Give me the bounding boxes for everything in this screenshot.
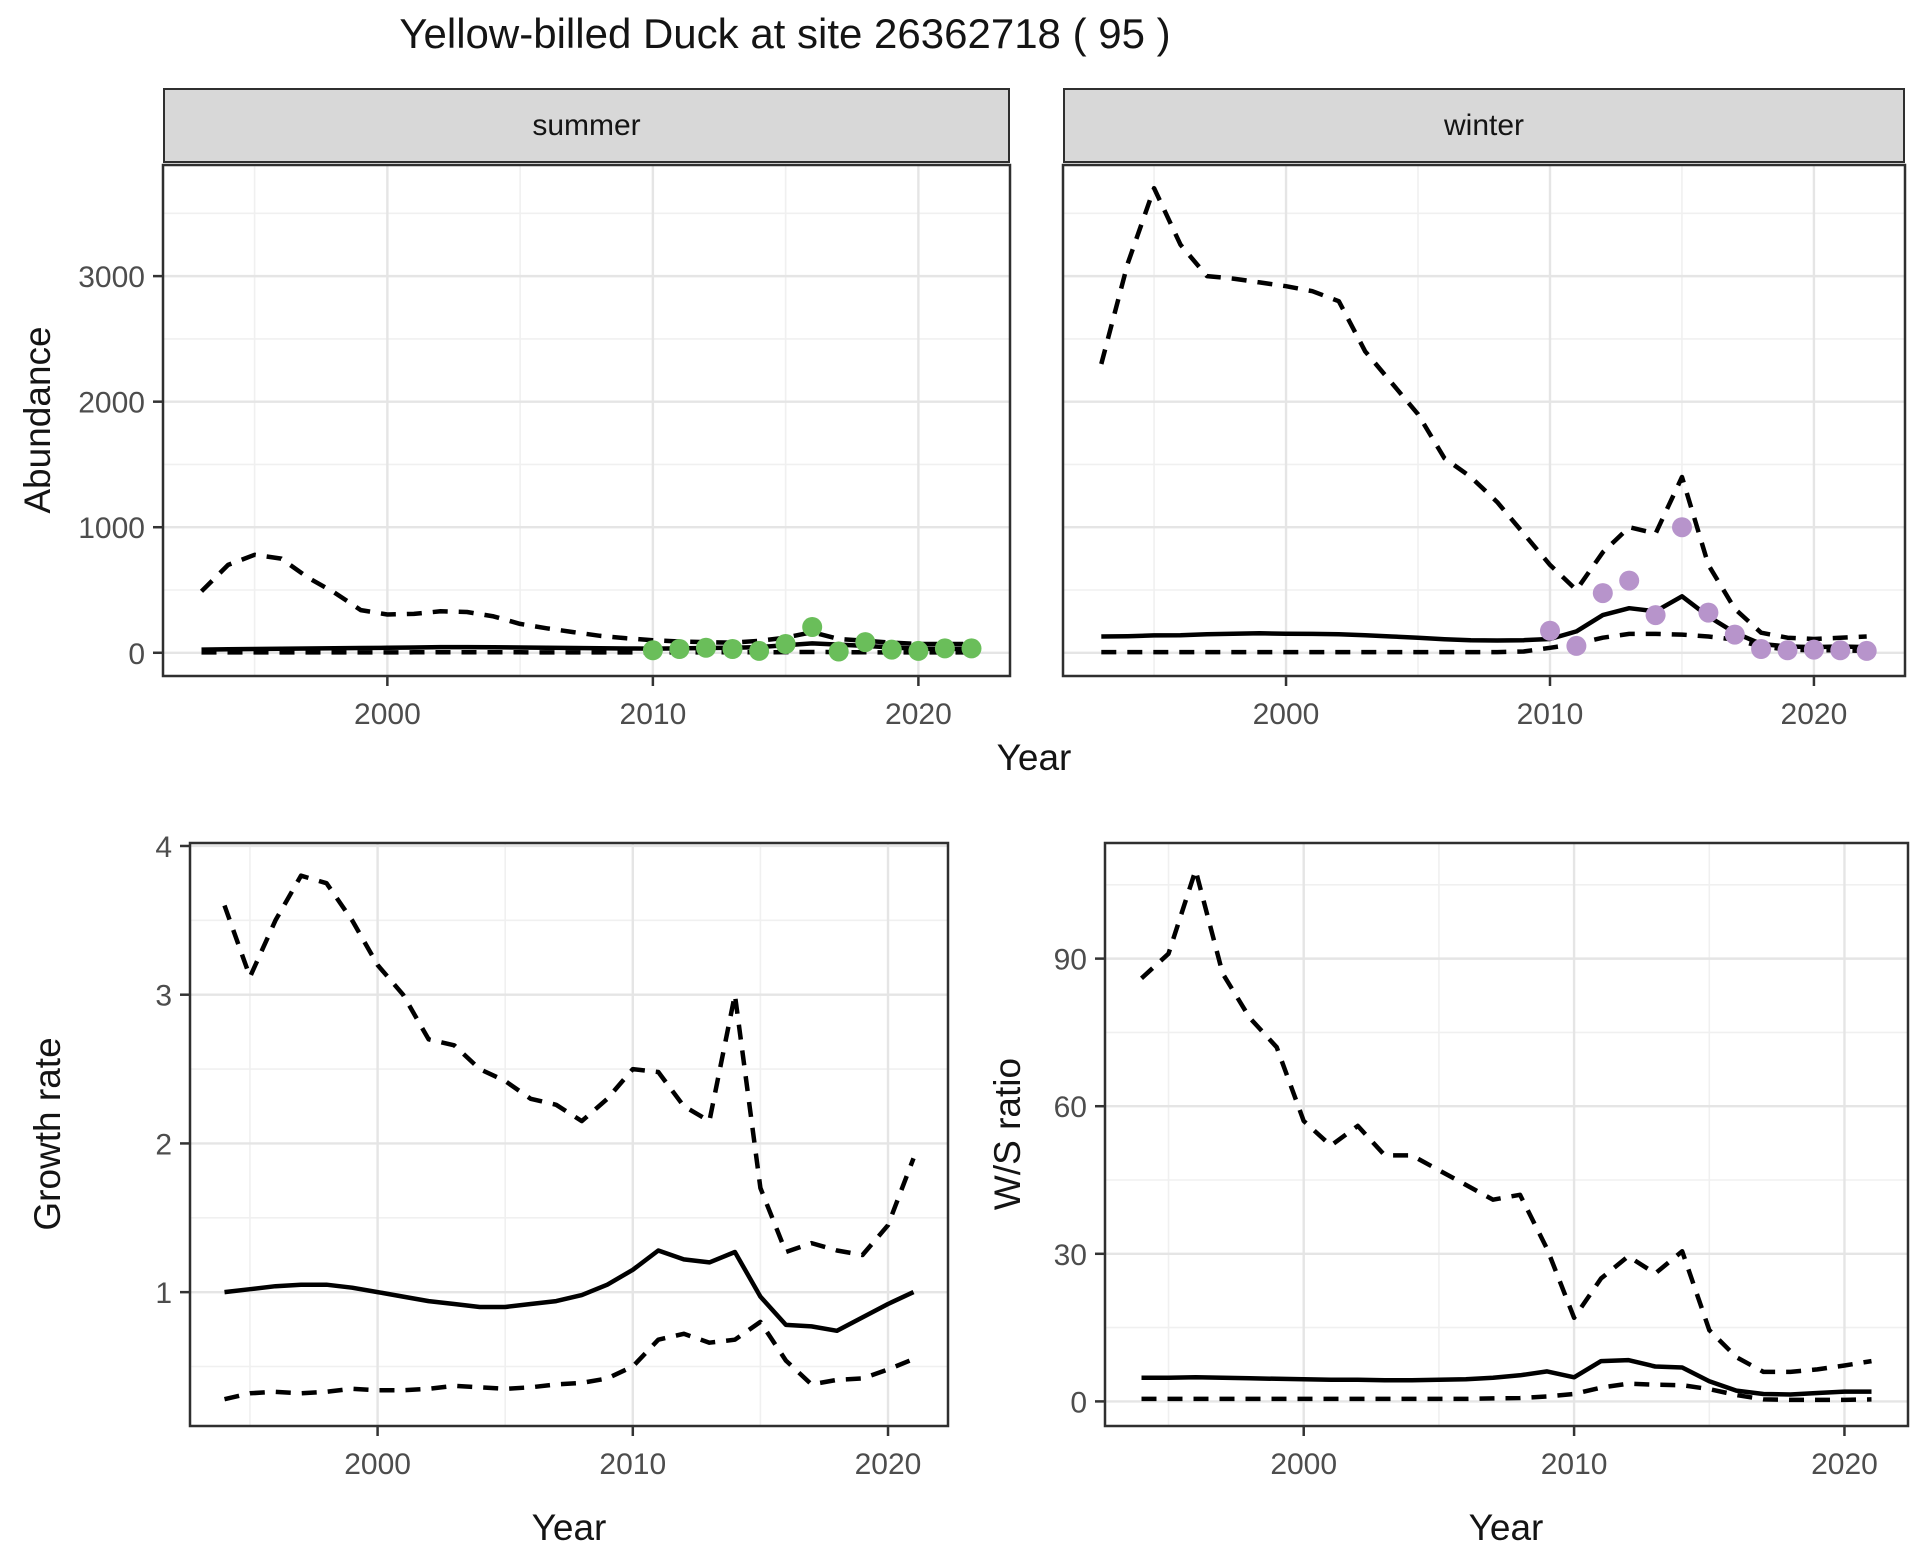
- y-tick-label: 1000: [78, 512, 145, 545]
- panel-bg-growth-rate: [190, 843, 948, 1426]
- data-point-observed-counts: [642, 640, 663, 661]
- y-tick-label: 30: [1054, 1239, 1087, 1272]
- x-axis-title-year-top: Year: [996, 737, 1072, 778]
- y-tick-label: 4: [155, 831, 172, 864]
- panel-bg-abundance-winter: [1063, 165, 1905, 676]
- x-tick-label: 2020: [1811, 1448, 1878, 1481]
- facet-strip-summer-label: summer: [532, 108, 641, 142]
- y-tick-label: 3000: [78, 261, 145, 294]
- series-line-upper-ci: [222, 873, 916, 1258]
- data-point-observed-counts: [1724, 624, 1745, 645]
- panel-border-abundance-summer: [161, 163, 1012, 678]
- page-title: Yellow-billed Duck at site 26362718 ( 95…: [399, 10, 1171, 57]
- x-tick-label: 2020: [855, 1448, 922, 1481]
- facet-strip-summer: summer: [163, 88, 1010, 163]
- y-axis-title-growth-rate: Growth rate: [27, 1037, 68, 1231]
- x-tick-label: 2010: [599, 1448, 666, 1481]
- data-point-observed-counts: [934, 638, 955, 659]
- x-tick-label: 2000: [354, 698, 421, 731]
- x-tick-label: 2000: [1253, 698, 1320, 731]
- panel-border-growth-rate: [188, 841, 950, 1428]
- y-axis-title-abundance: Abundance: [17, 326, 58, 514]
- x-tick-label: 2010: [1517, 698, 1584, 731]
- data-point-observed-counts: [1751, 639, 1772, 659]
- x-tick-label: 2010: [620, 698, 687, 731]
- data-point-observed-counts: [1803, 639, 1824, 660]
- data-point-observed-counts: [855, 632, 876, 653]
- data-point-observed-counts: [881, 639, 902, 660]
- data-point-observed-counts: [1856, 640, 1877, 661]
- data-point-observed-counts: [908, 640, 929, 661]
- x-axis-title-year-bottom-right: Year: [1468, 1507, 1544, 1548]
- x-tick-label: 2010: [1541, 1448, 1608, 1481]
- panel-border-ws-ratio: [1103, 841, 1910, 1428]
- x-tick-label: 2020: [1781, 698, 1848, 731]
- data-point-observed-counts: [1540, 620, 1560, 641]
- y-tick-label: 3: [155, 980, 172, 1013]
- series-line-predicted: [224, 1248, 915, 1334]
- panel-bg-abundance-summer: [163, 165, 1010, 676]
- y-axis-title-ws-ratio: W/S ratio: [987, 1057, 1028, 1211]
- series-line-upper-ci: [1139, 867, 1872, 1375]
- x-axis-title-year-bottom-left: Year: [531, 1507, 607, 1548]
- data-point-observed-counts: [828, 641, 849, 662]
- y-tick-label: 90: [1054, 944, 1087, 977]
- x-tick-label: 2000: [344, 1448, 411, 1481]
- series-line-lower-ci: [223, 1319, 915, 1402]
- data-point-observed-counts: [696, 637, 716, 658]
- panel-abundance-summer: 2000 2010 2020 0 1000 2000 3000: [78, 163, 1012, 731]
- panel-abundance-winter: 2000 2010 2020: [1061, 163, 1907, 731]
- data-point-observed-counts: [1645, 605, 1666, 626]
- y-tick-label: 0: [128, 638, 145, 671]
- x-tick-label: 2020: [885, 698, 952, 731]
- y-tick-label: 2: [155, 1128, 172, 1161]
- series-line-lower-ci: [1141, 1381, 1872, 1403]
- x-tick-label: 2000: [1270, 1448, 1337, 1481]
- panel-growth-rate: 2000 2010 2020 1 2 3 4: [155, 831, 950, 1481]
- y-tick-label: 0: [1070, 1386, 1087, 1419]
- data-point-observed-counts: [1698, 602, 1719, 623]
- data-point-observed-counts: [1619, 570, 1640, 591]
- data-point-observed-counts: [1672, 517, 1692, 538]
- panel-ws-ratio: 2000 2010 2020 0 30 60 90: [1054, 841, 1910, 1481]
- data-point-observed-counts: [802, 617, 823, 637]
- panel-border-abundance-winter: [1061, 163, 1907, 678]
- data-point-observed-counts: [722, 639, 743, 659]
- y-tick-label: 1: [155, 1277, 172, 1310]
- series-line-upper-ci: [1099, 185, 1867, 642]
- data-point-observed-counts: [1566, 635, 1587, 656]
- data-point-observed-counts: [1592, 583, 1613, 604]
- data-point-observed-counts: [669, 639, 690, 659]
- facet-strip-winter: winter: [1063, 88, 1905, 163]
- data-point-observed-counts: [749, 640, 770, 661]
- data-point-observed-counts: [1777, 640, 1798, 661]
- data-point-observed-counts: [1830, 640, 1851, 661]
- y-tick-label: 60: [1054, 1091, 1087, 1124]
- y-tick-label: 2000: [78, 387, 145, 420]
- panel-bg-ws-ratio: [1105, 843, 1908, 1426]
- facet-strip-winter-label: winter: [1443, 108, 1525, 142]
- series-line-predicted: [1141, 1357, 1872, 1397]
- data-point-observed-counts: [775, 634, 796, 654]
- data-point-observed-counts: [961, 638, 982, 659]
